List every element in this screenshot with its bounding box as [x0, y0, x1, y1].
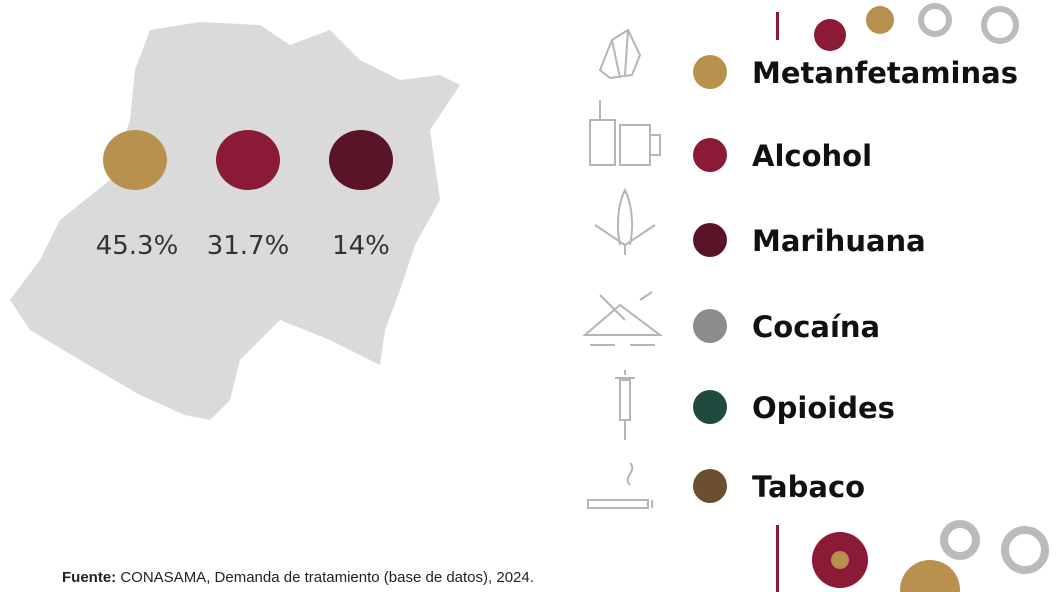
legend-swatch — [693, 223, 727, 257]
legend-swatch — [693, 390, 727, 424]
icons — [582, 28, 663, 509]
stat-circle — [103, 130, 167, 190]
stat-circle — [216, 130, 280, 190]
ornament-top — [776, 3, 1019, 51]
source: Fuente: CONASAMA, Demanda de tratamiento… — [62, 569, 534, 586]
legend-swatch — [693, 469, 727, 503]
map — [10, 22, 460, 420]
legend-swatch — [693, 138, 727, 172]
stat-label: 45.3% — [96, 231, 179, 261]
legend-label: Cocaína — [752, 310, 880, 344]
legend-label: Tabaco — [752, 470, 865, 504]
stat-label: 31.7% — [207, 231, 290, 261]
legend-label: Marihuana — [752, 224, 926, 258]
legend-swatch — [693, 309, 727, 343]
ornament-bottom — [776, 520, 1049, 592]
source-label: Fuente: — [62, 569, 116, 586]
legend-label: Alcohol — [752, 139, 872, 173]
source-text: CONASAMA, Demanda de tratamiento (base d… — [120, 569, 534, 586]
legend-swatch — [693, 55, 727, 89]
legend-label: Metanfetaminas — [752, 56, 1018, 90]
stat-circle — [329, 130, 393, 190]
legend-label: Opioides — [752, 391, 895, 425]
stat-label: 14% — [332, 231, 390, 261]
